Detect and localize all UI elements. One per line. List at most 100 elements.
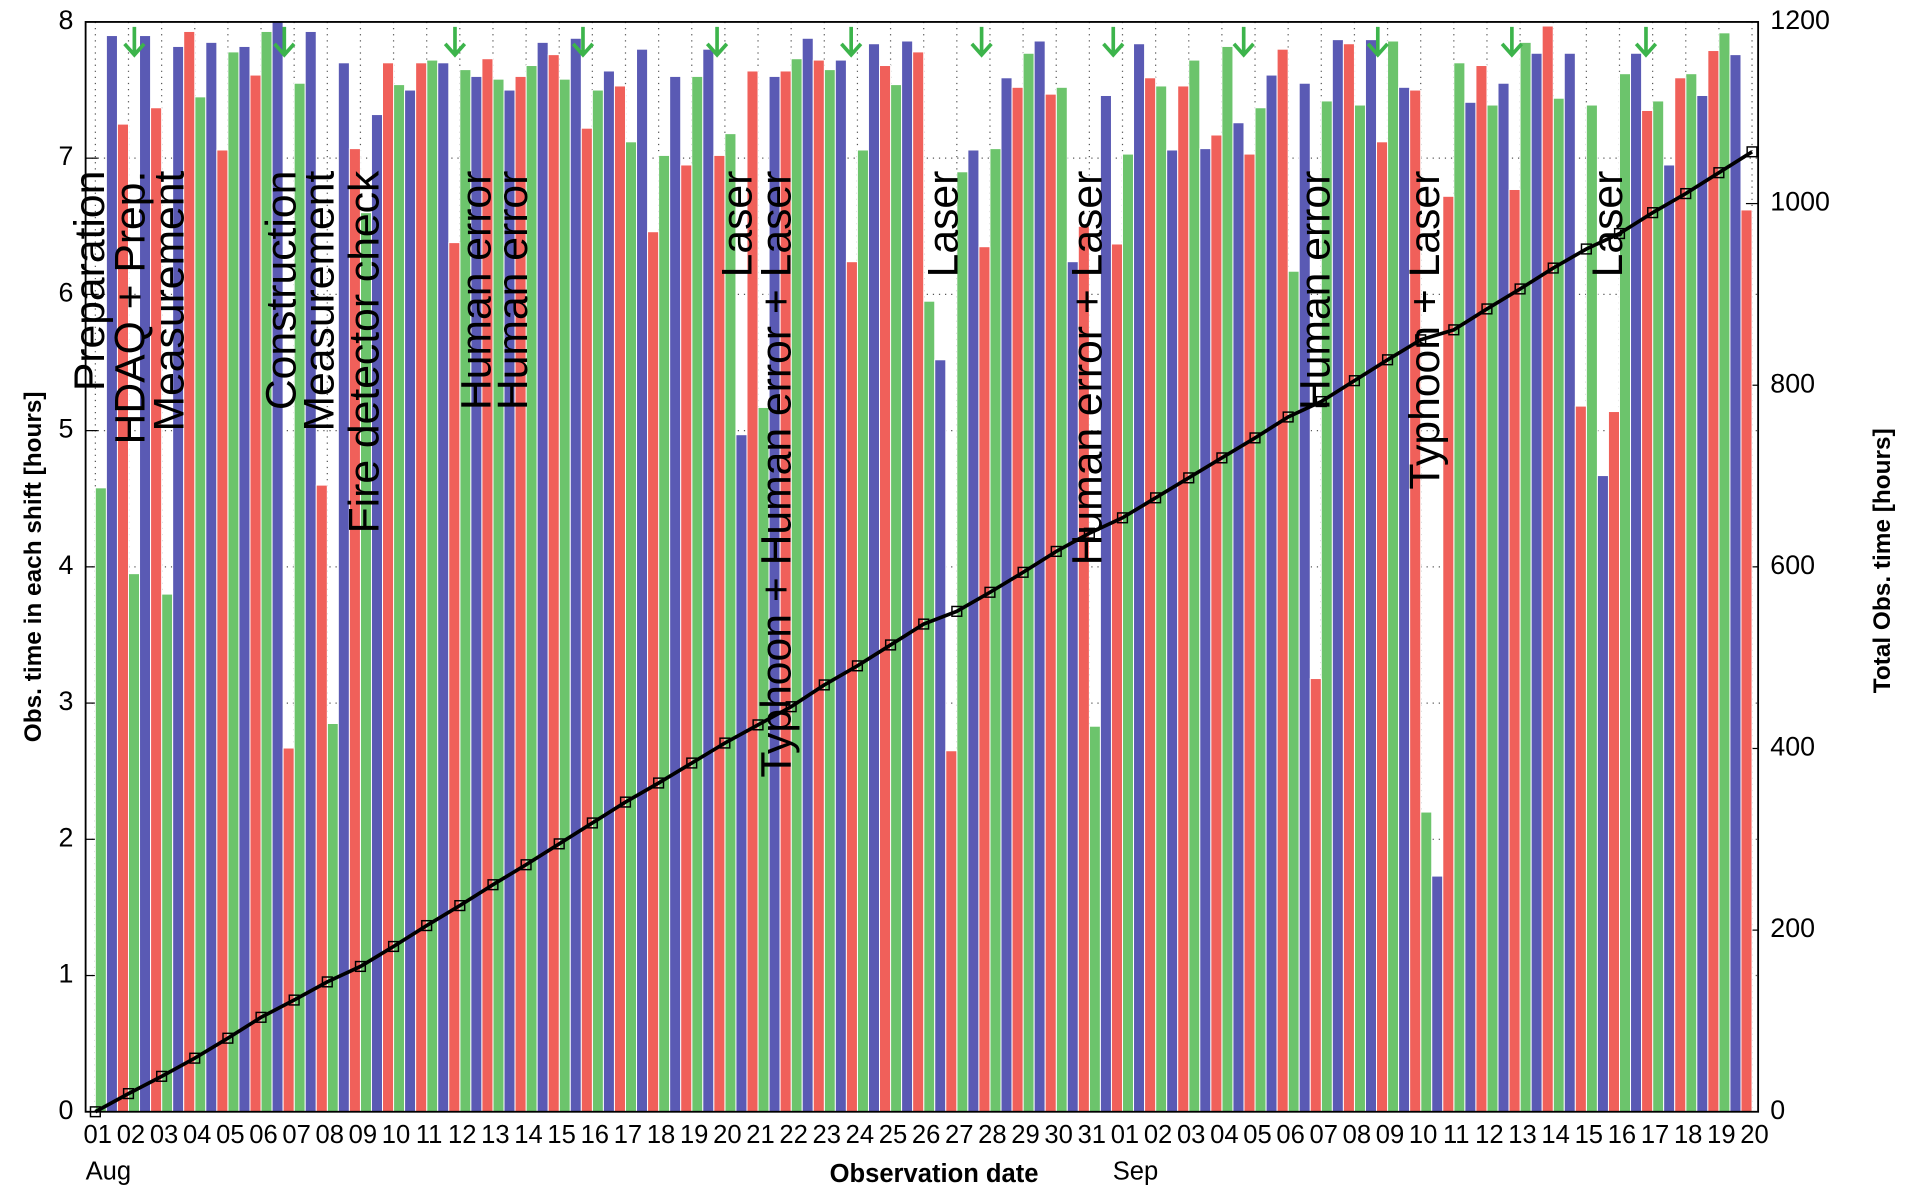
x-tick-label: 24	[846, 1121, 874, 1149]
x-tick-label: 03	[1177, 1121, 1205, 1149]
y-tick-label: 8	[59, 5, 74, 35]
cumulative-marker	[255, 1011, 267, 1023]
x-tick-label: 09	[1376, 1121, 1404, 1149]
cumulative-marker	[851, 660, 864, 672]
y2-tick-label: 600	[1770, 550, 1815, 580]
x-tick-label: 03	[150, 1121, 178, 1149]
bar	[1044, 93, 1057, 1113]
cumulative-marker	[189, 1052, 201, 1064]
bar	[1486, 104, 1499, 1113]
x-tick-label: 01	[1111, 1121, 1139, 1149]
bar	[1552, 97, 1565, 1113]
cumulative-marker	[1580, 243, 1592, 255]
bar	[1541, 25, 1554, 1113]
bar	[1519, 41, 1532, 1113]
x-tick-label: 16	[1608, 1121, 1636, 1149]
bar	[1453, 62, 1466, 1113]
cumulative-marker	[1315, 395, 1327, 408]
annotation: HDAQ + Prep.	[106, 171, 154, 445]
cumulative-marker	[984, 586, 996, 598]
cumulative-marker	[686, 757, 698, 769]
bar	[1420, 811, 1433, 1113]
bar	[1497, 82, 1510, 1113]
bar	[945, 750, 958, 1113]
x-tick-label: 26	[912, 1121, 940, 1149]
bar	[879, 65, 892, 1113]
x-tick-label: 05	[216, 1121, 244, 1149]
cumulative-marker	[1680, 187, 1692, 200]
bar	[94, 487, 107, 1113]
bar	[1663, 164, 1676, 1113]
cumulative-marker	[619, 796, 632, 808]
bar	[415, 62, 428, 1113]
cumulative-marker	[222, 1032, 234, 1044]
cumulative-marker	[520, 859, 532, 871]
bar	[591, 89, 604, 1113]
arrow	[1634, 26, 1658, 58]
x-tick-label: 11	[1443, 1121, 1470, 1149]
bar	[978, 246, 991, 1113]
bar	[1707, 50, 1720, 1113]
bar	[956, 171, 969, 1113]
bar	[834, 59, 847, 1113]
bar	[1729, 54, 1742, 1113]
bar	[1387, 40, 1400, 1113]
bar	[1309, 678, 1322, 1113]
y2-tick-label: 200	[1770, 913, 1815, 943]
cumulative-marker	[288, 994, 300, 1006]
bar	[735, 434, 748, 1113]
cumulative-marker	[752, 719, 764, 731]
cumulative-marker	[1481, 303, 1493, 315]
cumulative-marker	[1216, 452, 1228, 464]
arrow	[571, 26, 595, 58]
bar	[636, 48, 649, 1113]
bar	[1000, 77, 1013, 1113]
bar	[580, 127, 593, 1113]
bar	[1166, 149, 1179, 1113]
cumulative-marker	[122, 1087, 135, 1100]
cumulative-marker	[818, 679, 830, 691]
y2-tick-label: 800	[1770, 368, 1815, 398]
y-axis-label: Obs. time in each shift [hours]	[20, 391, 47, 742]
x-tick-label: 16	[581, 1121, 609, 1149]
annotation: Human error	[489, 171, 537, 410]
bar	[536, 41, 549, 1113]
x-tick-label: 13	[1508, 1121, 1536, 1149]
bar	[1475, 65, 1488, 1113]
bar	[1342, 43, 1355, 1113]
bar	[1508, 189, 1521, 1113]
x-tick-label: 09	[349, 1121, 377, 1149]
x-tick-label: 07	[282, 1121, 310, 1149]
cumulative-marker	[1282, 411, 1294, 423]
cumulative-marker	[1050, 545, 1062, 558]
bar	[1652, 100, 1665, 1113]
bar	[1265, 74, 1278, 1113]
arrow	[705, 26, 729, 58]
x-tick-label: 10	[382, 1121, 410, 1149]
x-tick-label: 17	[1641, 1121, 1669, 1149]
cumulative-marker	[1083, 527, 1095, 539]
bar	[216, 149, 229, 1113]
arrow	[273, 26, 296, 58]
bar	[1464, 101, 1477, 1113]
cumulative-marker	[1514, 283, 1526, 295]
bar	[625, 141, 638, 1113]
cumulative-marker	[421, 919, 433, 932]
bar	[315, 484, 328, 1113]
annotation: Preparation	[66, 171, 114, 392]
bar	[1276, 48, 1289, 1113]
cumulative-marker	[586, 817, 598, 829]
y2-tick-label: 400	[1770, 732, 1815, 762]
bar	[437, 62, 450, 1113]
bar	[658, 154, 671, 1113]
x-tick-label: 23	[813, 1121, 841, 1149]
annotation: Human error	[453, 171, 501, 410]
x-tick-label: 28	[978, 1121, 1006, 1149]
y2-tick-label: 1000	[1770, 187, 1830, 217]
x-tick-label: 29	[1011, 1121, 1039, 1149]
x-tick-label: 19	[1707, 1121, 1735, 1149]
bar	[669, 75, 682, 1113]
bar	[1155, 85, 1168, 1113]
cumulative-marker	[1647, 207, 1659, 219]
